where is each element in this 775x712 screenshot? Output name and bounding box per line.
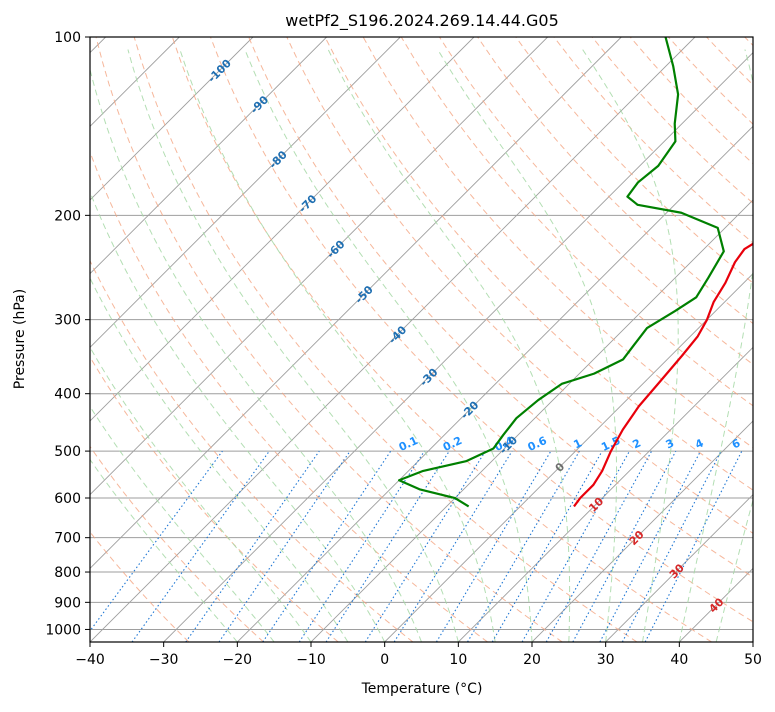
dry-adiabat-line [90, 356, 339, 642]
isotherm-line [90, 37, 254, 201]
y-tick-label: 600 [54, 491, 81, 507]
x-tick-label: 10 [449, 652, 467, 668]
chart-title: wetPf2_S196.2024.269.14.44.G05 [285, 11, 559, 31]
dry-adiabat-line [171, 37, 712, 642]
mixing-ratio-line [325, 450, 450, 642]
moist-adiabat-line [582, 49, 679, 642]
mixing-ratio-line [364, 450, 486, 642]
mixing-ratio-line [545, 450, 653, 642]
isotherm-line [163, 52, 753, 642]
dry-adiabat-line [515, 37, 753, 284]
isotherm-line [90, 37, 327, 275]
x-tick-label: −40 [75, 652, 105, 668]
dry-adiabat-line [210, 37, 753, 623]
y-tick-label: 900 [54, 595, 81, 611]
x-tick-label: 20 [523, 652, 541, 668]
isotherm-line [458, 346, 753, 642]
isotherm-line [384, 273, 753, 642]
x-tick-label: −20 [223, 652, 253, 668]
y-tick-label: 200 [54, 208, 81, 224]
isotherm-line [605, 494, 753, 642]
mixing-ratio-line [185, 450, 320, 642]
x-tick-label: −10 [296, 652, 326, 668]
mixing-ratio-line [435, 450, 552, 642]
moist-adiabat-line [678, 49, 753, 642]
grid-layer [90, 37, 753, 642]
isotherm-line [90, 37, 475, 422]
mixing-ratio-line [393, 450, 513, 642]
moist-adiabat-line [179, 49, 496, 642]
moist-adiabat-line [90, 67, 422, 642]
isotherm-line [531, 420, 753, 642]
dry-adiabat-line [324, 37, 753, 491]
x-tick-label: 40 [670, 652, 688, 668]
y-tick-label: 300 [54, 313, 81, 329]
moist-adiabat-line [715, 498, 753, 642]
x-tick-label: 50 [744, 652, 762, 668]
dry-adiabat-line [95, 37, 563, 642]
isotherm-line [90, 37, 401, 348]
y-tick-label: 100 [54, 30, 81, 46]
moist-adiabat-line [90, 346, 312, 642]
x-axis-title: Temperature (°C) [361, 681, 483, 697]
moist-adiabat-line [327, 49, 571, 642]
y-tick-label: 800 [54, 565, 81, 581]
moist-adiabat-line [90, 458, 238, 642]
isotherm-line [90, 37, 622, 569]
mixing-ratio-line [218, 450, 351, 642]
moist-adiabat-line [90, 276, 349, 642]
isotherm-line [237, 125, 753, 642]
mixing-ratio-line [491, 450, 603, 642]
dry-adiabat-line [90, 445, 264, 642]
x-tick-label: −30 [149, 652, 179, 668]
mixing-ratio-line [572, 450, 677, 642]
dry-adiabat-line [133, 37, 638, 642]
mixing-ratio-line [521, 450, 630, 642]
y-tick-label: 500 [54, 444, 81, 460]
dry-adiabat-line [90, 259, 414, 642]
axes-layer: −40 −30 −20 −10 0 10 20 30 40 50 1000 900 800 700 600 5… [45, 30, 762, 668]
dry-adiabat-line [248, 37, 753, 578]
moist-adiabat-line [244, 49, 533, 642]
y-tick-label: 400 [54, 387, 81, 403]
moist-adiabat-line [437, 49, 618, 642]
dewpoint-profile-line [397, 37, 725, 508]
plot-frame [89, 36, 754, 643]
y-axis-title: Pressure (hPa) [12, 289, 28, 389]
mixing-ratio-line [467, 450, 580, 642]
moist-adiabat-line [127, 49, 459, 642]
y-tick-label: 700 [54, 531, 81, 547]
temperature-profile-line [573, 242, 753, 508]
x-tick-label: 0 [380, 652, 389, 668]
profile-layer [397, 37, 753, 508]
moist-adiabat-line [90, 405, 275, 642]
x-tick-label: 30 [597, 652, 615, 668]
dry-adiabat-line [286, 37, 753, 534]
y-tick-label: 1000 [45, 622, 81, 638]
isotherm-line [90, 37, 548, 496]
